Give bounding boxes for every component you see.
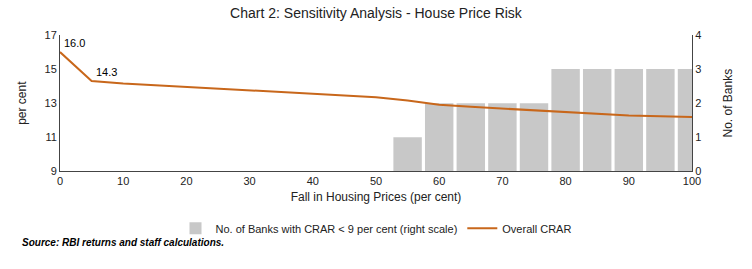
svg-text:14.3: 14.3	[96, 66, 117, 78]
svg-text:4: 4	[695, 29, 701, 41]
svg-text:No. of Banks: No. of Banks	[721, 69, 735, 138]
svg-text:40: 40	[307, 175, 319, 187]
svg-text:70: 70	[496, 175, 508, 187]
svg-text:Fall in Housing Prices (per ce: Fall in Housing Prices (per cent)	[291, 190, 462, 204]
svg-text:16.0: 16.0	[64, 37, 85, 49]
svg-text:Chart 2: Sensitivity Analysis: Chart 2: Sensitivity Analysis - House Pr…	[230, 5, 523, 21]
svg-text:11: 11	[45, 131, 56, 143]
svg-text:0: 0	[57, 175, 63, 187]
svg-text:30: 30	[243, 175, 255, 187]
svg-text:17: 17	[45, 29, 57, 41]
svg-text:60: 60	[433, 175, 445, 187]
svg-text:90: 90	[623, 175, 635, 187]
svg-text:20: 20	[180, 175, 192, 187]
svg-text:1: 1	[695, 131, 701, 143]
svg-text:50: 50	[370, 175, 382, 187]
svg-text:3: 3	[695, 63, 701, 75]
svg-text:Source: RBI returns and staff: Source: RBI returns and staff calculatio…	[22, 237, 224, 248]
svg-text:0: 0	[695, 165, 701, 177]
svg-text:10: 10	[117, 175, 129, 187]
svg-text:per cent: per cent	[15, 81, 29, 125]
svg-text:No. of Banks with CRAR < 9 per: No. of Banks with CRAR < 9 per cent (rig…	[216, 223, 458, 235]
svg-text:Overall CRAR: Overall CRAR	[502, 223, 571, 235]
svg-text:100: 100	[683, 175, 701, 187]
svg-text:13: 13	[45, 97, 57, 109]
svg-text:2: 2	[695, 97, 701, 109]
svg-text:9: 9	[51, 165, 57, 177]
svg-text:15: 15	[45, 63, 57, 75]
svg-text:80: 80	[559, 175, 571, 187]
